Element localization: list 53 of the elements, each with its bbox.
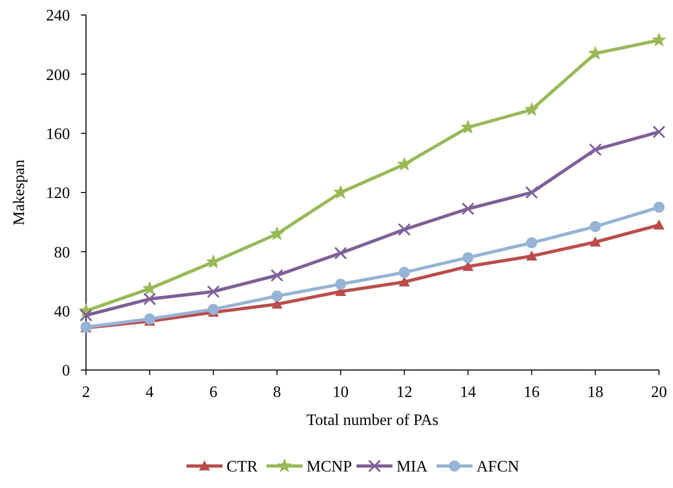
point <box>206 254 221 268</box>
point <box>270 226 284 240</box>
point <box>526 250 538 261</box>
point <box>652 125 666 138</box>
point <box>272 290 282 302</box>
point <box>206 285 220 298</box>
point <box>397 156 412 171</box>
legend-label: CTR <box>226 458 258 476</box>
point <box>462 202 474 216</box>
x-tick-label: 2 <box>82 384 90 401</box>
point <box>333 184 348 199</box>
x-tick-label: 20 <box>651 384 667 401</box>
y-tick-label: 160 <box>46 126 70 143</box>
legend-label: MCNP <box>306 458 352 476</box>
point <box>654 202 664 213</box>
x-tick-label: 8 <box>273 384 281 401</box>
point <box>525 186 538 199</box>
y-tick-label: 120 <box>46 185 70 202</box>
x-tick-label: 10 <box>332 384 349 401</box>
point <box>652 32 666 46</box>
point <box>143 292 156 306</box>
point <box>398 266 410 278</box>
x-tick-label: 16 <box>524 384 540 401</box>
point <box>526 237 538 248</box>
x-tick-label: 14 <box>460 384 476 401</box>
x-axis-title: Total number of PAs <box>306 412 439 429</box>
y-tick-label: 200 <box>46 66 70 84</box>
y-tick-label: 40 <box>54 303 70 320</box>
x-tick-label: 4 <box>146 384 154 401</box>
legend-label: AFCN <box>476 458 520 476</box>
point <box>142 280 157 295</box>
point <box>208 304 219 315</box>
point <box>144 313 156 324</box>
y-tick-label: 80 <box>54 244 70 262</box>
point <box>270 268 284 282</box>
x-tick-label: 6 <box>209 384 218 401</box>
point <box>398 276 410 286</box>
point <box>334 246 348 260</box>
point <box>590 221 601 232</box>
point <box>335 278 346 290</box>
legend-label: MIA <box>396 458 428 476</box>
y-axis-title: Makespan <box>11 160 28 226</box>
point <box>462 252 474 264</box>
x-tick-label: 18 <box>587 384 604 401</box>
point <box>398 223 411 236</box>
x-tick-label: 12 <box>396 384 412 401</box>
y-tick-label: 0 <box>62 362 70 380</box>
point <box>524 102 539 116</box>
point <box>80 308 92 322</box>
point <box>654 220 664 230</box>
point <box>588 143 602 156</box>
y-tick-label: 240 <box>46 8 70 25</box>
point <box>590 236 601 246</box>
